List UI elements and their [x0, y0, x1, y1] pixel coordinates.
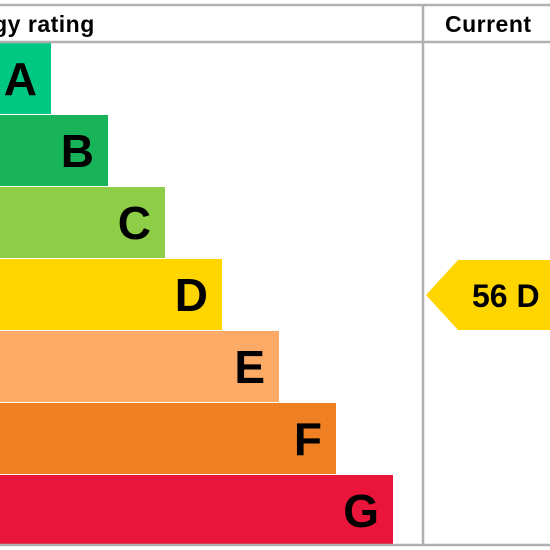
band-bar-a [0, 43, 51, 114]
band-letter-a: A [4, 53, 37, 105]
band-bar-b [0, 115, 108, 186]
band-letter-g: G [343, 485, 379, 537]
current-rating-label: 56 D [472, 278, 540, 314]
table-borders [0, 3, 550, 547]
band-bar-d [0, 259, 222, 330]
band-letter-e: E [234, 341, 265, 393]
rating-column-header: Energy rating [0, 11, 95, 37]
band-letter-d: D [175, 269, 208, 321]
current-rating-arrow: 56 D [426, 260, 550, 330]
current-arrow-shape [426, 260, 550, 330]
band-bar-g [0, 475, 393, 546]
band-letter-c: C [118, 197, 151, 249]
band-bar-c [0, 187, 165, 258]
current-column-header: Current [445, 11, 532, 37]
band-letter-b: B [61, 125, 94, 177]
band-bar-f [0, 403, 336, 474]
band-letter-f: F [294, 413, 322, 465]
band-bar-e [0, 331, 279, 402]
